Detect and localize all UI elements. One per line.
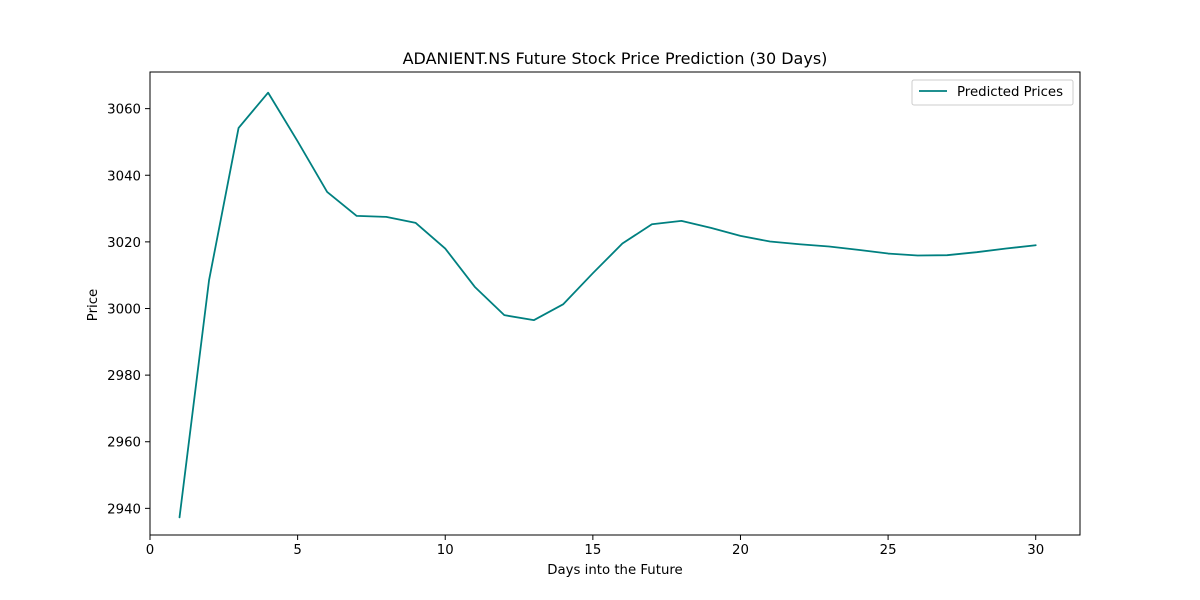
y-tick-label: 3040 <box>107 169 141 184</box>
x-tick-label: 10 <box>437 543 454 558</box>
y-tick-label: 2940 <box>107 502 141 517</box>
y-tick-label: 3020 <box>107 236 141 251</box>
legend-box <box>911 79 1074 106</box>
y-tick-label: 2960 <box>107 436 141 451</box>
y-tick-label: 3060 <box>107 103 141 118</box>
y-axis-label: Price <box>86 289 101 321</box>
y-tick-label: 2980 <box>107 369 141 384</box>
x-tick-label: 20 <box>732 543 749 558</box>
axes-frame <box>149 71 1081 536</box>
chart-title: ADANIENT.NS Future Stock Price Predictio… <box>403 49 828 68</box>
plot-area: 0 5 10 15 20 25 30 2940 2960 2980 3000 3020 3040 3060 <box>107 71 1081 558</box>
x-tick-label: 25 <box>880 543 897 558</box>
x-tick-label: 30 <box>1027 543 1044 558</box>
y-tick-label: 3000 <box>107 302 141 317</box>
legend-label-predicted-prices: Predicted Prices <box>957 85 1063 100</box>
x-tick-label: 15 <box>584 543 601 558</box>
x-axis-label: Days into the Future <box>547 563 683 578</box>
series-line-0 <box>178 91 1037 519</box>
x-tick-label: 5 <box>293 543 301 558</box>
x-tick-label: 0 <box>146 543 154 558</box>
legend: Predicted Prices <box>911 79 1074 106</box>
